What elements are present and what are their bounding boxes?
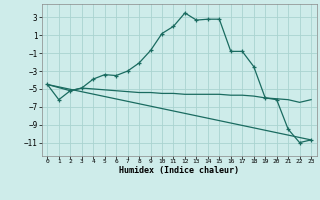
X-axis label: Humidex (Indice chaleur): Humidex (Indice chaleur) xyxy=(119,166,239,175)
